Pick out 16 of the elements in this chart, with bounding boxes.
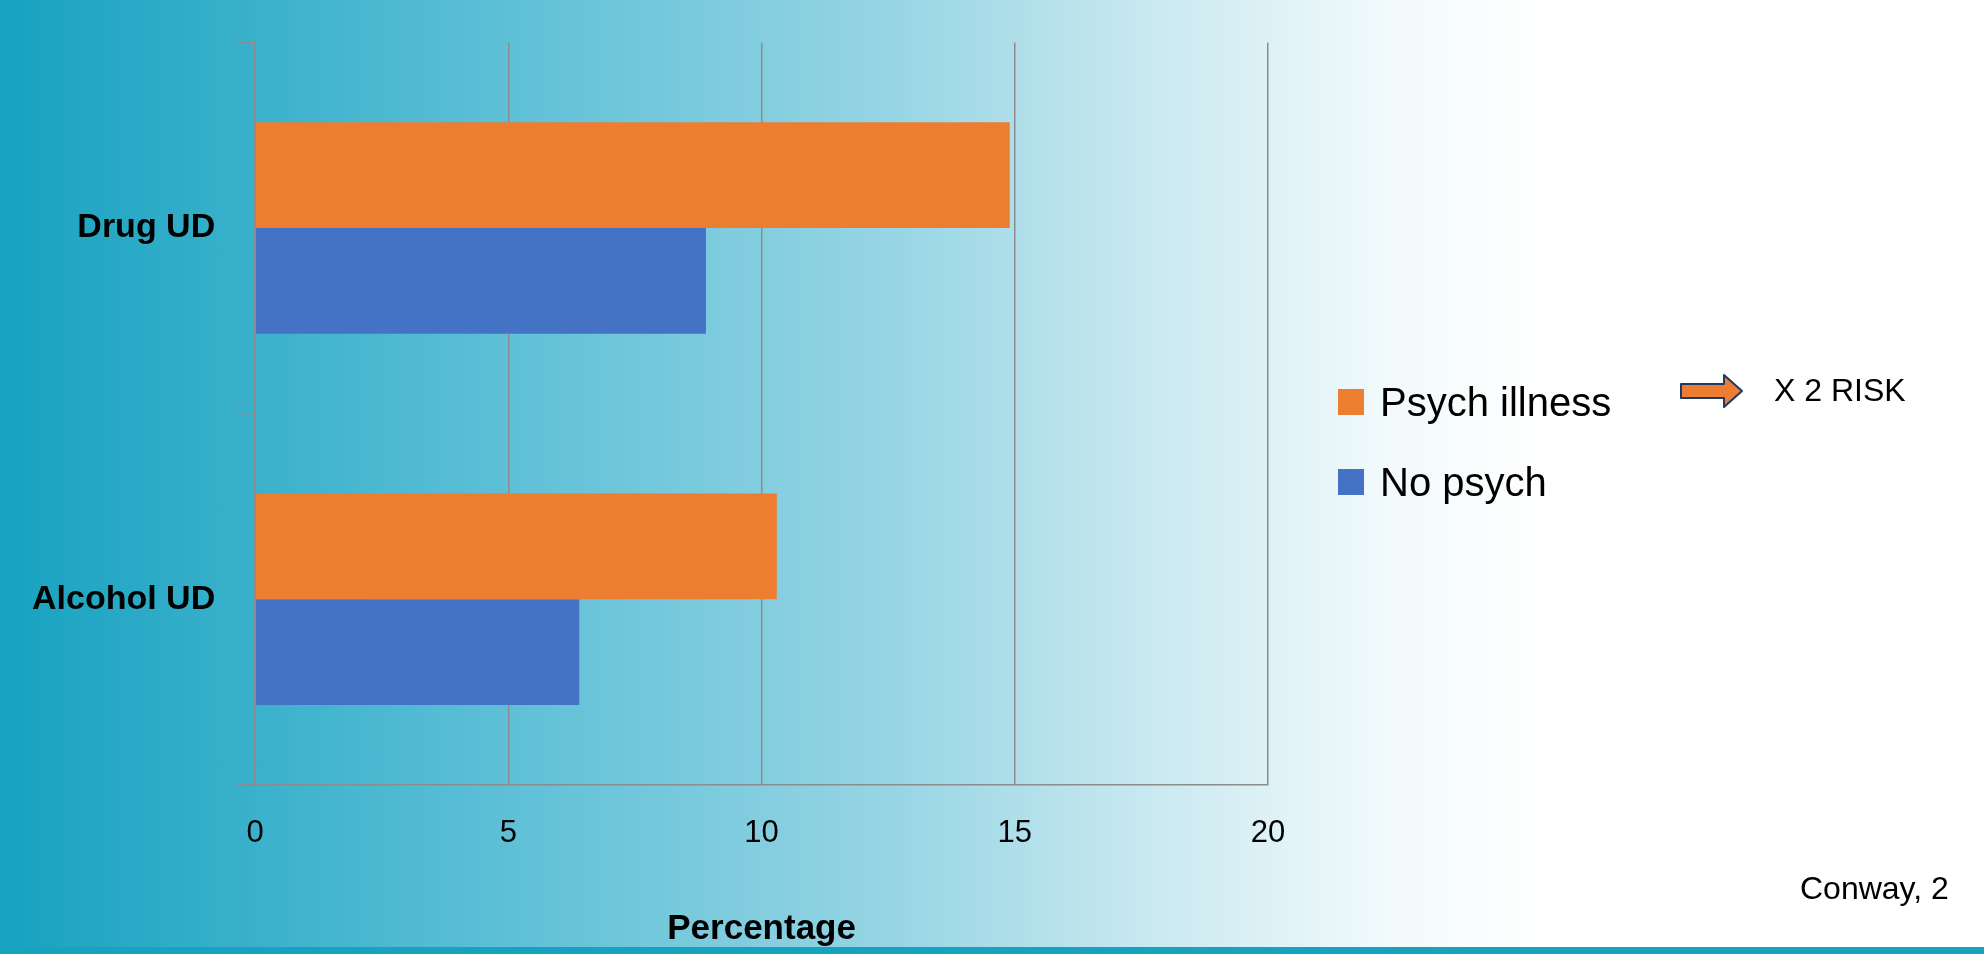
y-tick-label: Drug UD — [77, 206, 216, 245]
bar — [255, 228, 706, 334]
x-tick-label: 15 — [997, 813, 1033, 849]
x-tick-label: 5 — [499, 813, 518, 849]
x-tick-label: 10 — [744, 813, 779, 849]
text: X 2 RISK — [1774, 372, 1906, 409]
bar — [255, 122, 1010, 228]
legend-label: Psych illness — [1380, 379, 1612, 425]
x-axis-title: Percentage — [667, 906, 856, 946]
legend-label: No psych — [1380, 459, 1547, 505]
y-tick-label: Alcohol UD — [32, 577, 216, 616]
bar — [255, 493, 777, 600]
bar — [255, 599, 580, 705]
text: Conway, 2 — [1800, 870, 1949, 907]
x-tick-label: 0 — [246, 813, 264, 849]
x-tick-label: 20 — [1250, 813, 1286, 849]
